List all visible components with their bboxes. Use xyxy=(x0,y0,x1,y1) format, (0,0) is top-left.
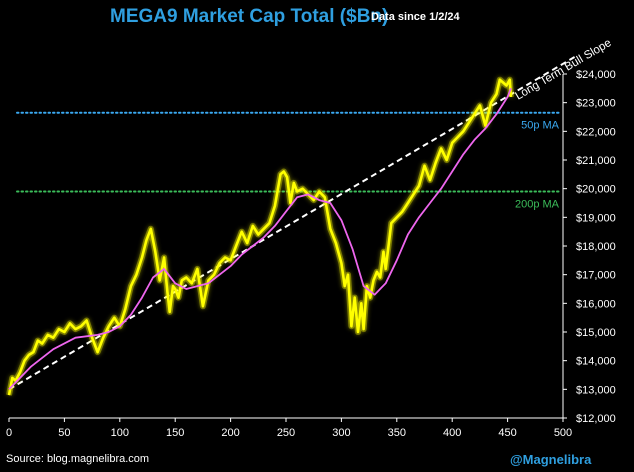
y-tick-label: $22,000 xyxy=(576,126,616,138)
y-tick-label: $23,000 xyxy=(576,98,616,110)
x-tick-label: 350 xyxy=(388,427,406,439)
x-tick-label: 200 xyxy=(221,427,239,439)
y-tick-label: $15,000 xyxy=(576,327,616,339)
price-series-glow xyxy=(6,76,514,396)
y-tick-label: $12,000 xyxy=(576,413,616,425)
y-tick-label: $14,000 xyxy=(576,356,616,368)
reference-line-label: 200p MA xyxy=(515,199,560,211)
y-tick-label: $20,000 xyxy=(576,184,616,196)
axes: 0 50 100 150 200 250 300 350 400 450 500 $12,000 $13… xyxy=(6,69,616,439)
y-tick-label: $18,000 xyxy=(576,241,616,253)
x-tick-label: 150 xyxy=(166,427,184,439)
x-tick-label: 300 xyxy=(332,427,350,439)
y-tick-label: $17,000 xyxy=(576,270,616,282)
x-tick-label: 250 xyxy=(277,427,295,439)
x-tick-label: 400 xyxy=(443,427,461,439)
author-handle: @Magnelibra xyxy=(510,452,592,467)
price-series-line xyxy=(7,78,513,396)
reference-line-label: 50p MA xyxy=(521,120,560,132)
source-credit: Source: blog.magnelibra.com xyxy=(6,453,150,465)
trend-line-group: Long Term Bull Slope xyxy=(8,37,614,391)
y-tick-label: $13,000 xyxy=(576,384,616,396)
y-tick-label: $16,000 xyxy=(576,298,616,310)
x-tick-label: 50 xyxy=(58,427,70,439)
y-tick-label: $24,000 xyxy=(576,69,616,81)
y-tick-label: $21,000 xyxy=(576,155,616,167)
x-tick-label: 100 xyxy=(111,427,129,439)
x-tick-label: 0 xyxy=(6,427,12,439)
y-tick-label: $19,000 xyxy=(576,212,616,224)
x-tick-label: 450 xyxy=(498,427,516,439)
x-tick-label: 500 xyxy=(554,427,572,439)
series-group xyxy=(6,76,514,396)
chart-title: MEGA9 Market Cap Total ($Bn) xyxy=(110,6,389,27)
moving-average-line xyxy=(8,87,512,390)
chart-subtitle: Data since 1/2/24 xyxy=(371,11,460,23)
